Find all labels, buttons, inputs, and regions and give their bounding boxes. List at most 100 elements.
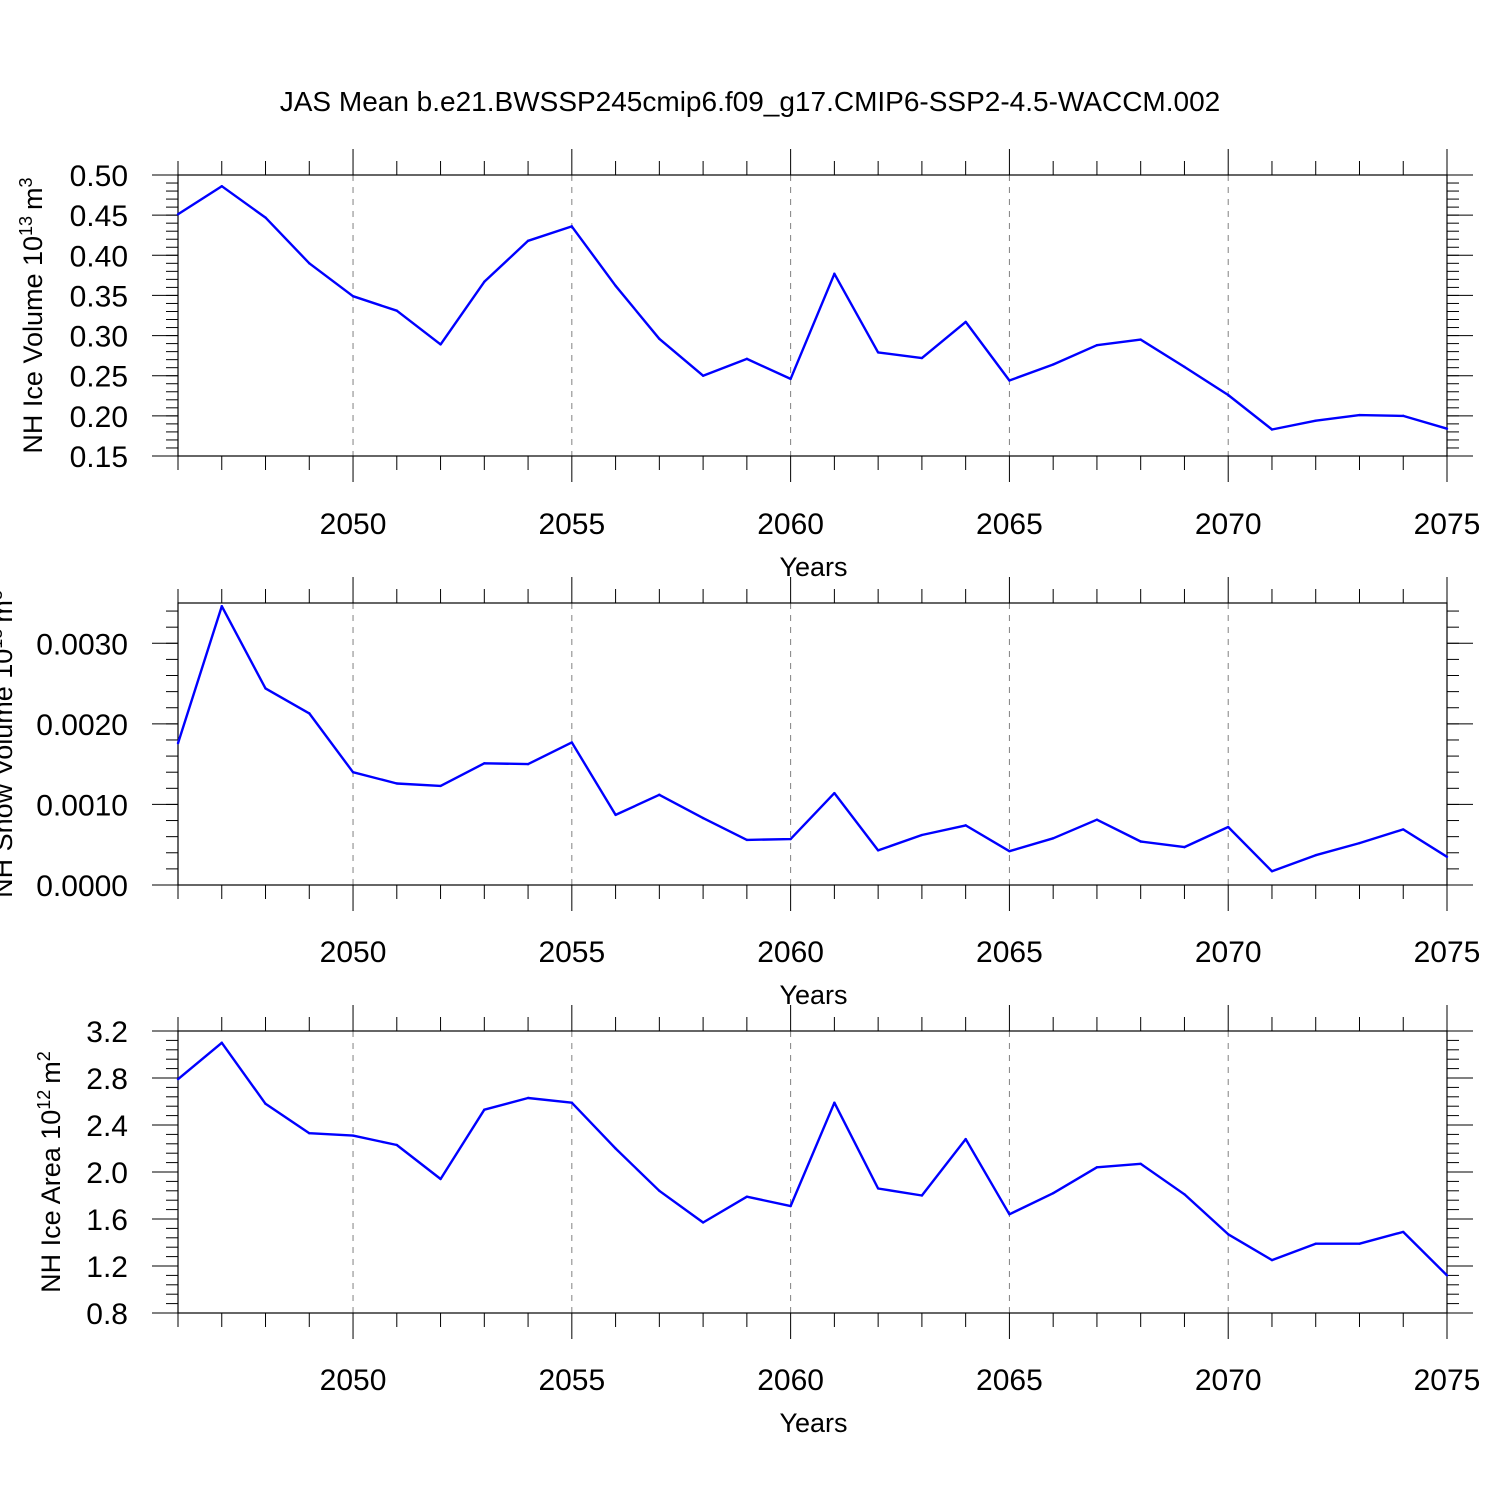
data-point bbox=[964, 320, 967, 324]
y-axis-title-exponent: 12 bbox=[34, 1090, 54, 1110]
data-point bbox=[876, 849, 880, 852]
data-point bbox=[1314, 419, 1317, 422]
data-point bbox=[1183, 1193, 1186, 1196]
x-axis-title: Years bbox=[779, 552, 847, 582]
x-tick-label: 2075 bbox=[1414, 1364, 1481, 1397]
panel-ice-volume: 2050 2055 2060 2065 2070 2075 Years 0.15 0.20 0.2… bbox=[16, 149, 1480, 582]
y-axis-title-text: NH Snow Volume 10 bbox=[0, 649, 18, 898]
data-point bbox=[439, 1177, 442, 1181]
y-tick-label: 0.25 bbox=[70, 361, 128, 394]
data-point bbox=[876, 1187, 880, 1190]
y-axis-title-unit: m bbox=[0, 600, 18, 623]
data-point bbox=[1314, 1242, 1317, 1245]
data-point bbox=[964, 1137, 967, 1141]
y-axis-title-unit-exponent: 3 bbox=[0, 590, 6, 600]
x-tick-label: 2070 bbox=[1195, 1364, 1262, 1397]
data-point bbox=[1270, 870, 1274, 873]
x-tick-label: 2070 bbox=[1195, 508, 1262, 541]
data-point bbox=[1008, 849, 1011, 853]
x-tick-label: 2075 bbox=[1414, 508, 1481, 541]
data-point bbox=[351, 1134, 355, 1137]
y-tick-label: 0.0000 bbox=[36, 870, 128, 903]
data-point bbox=[658, 793, 661, 796]
data-point bbox=[789, 377, 792, 381]
x-tick-label: 2075 bbox=[1414, 936, 1481, 969]
y-tick-label: 0.30 bbox=[70, 321, 128, 354]
data-point bbox=[1095, 1166, 1099, 1169]
data-point bbox=[920, 356, 924, 360]
data-point bbox=[920, 833, 924, 837]
y-tick-label: 0.0030 bbox=[36, 628, 128, 661]
data-point bbox=[614, 284, 617, 287]
y-tick-label: 0.40 bbox=[70, 240, 128, 273]
data-point bbox=[1270, 428, 1274, 431]
data-point bbox=[570, 1101, 574, 1104]
data-point bbox=[701, 1221, 705, 1224]
data-point bbox=[1445, 427, 1449, 430]
data-point bbox=[658, 1189, 661, 1193]
data-point bbox=[1227, 1233, 1230, 1236]
data-point bbox=[789, 837, 792, 841]
y-tick-label: 1.2 bbox=[86, 1251, 128, 1284]
x-tick-label: 2060 bbox=[757, 508, 824, 541]
data-point bbox=[1358, 841, 1361, 845]
data-point bbox=[1183, 365, 1186, 369]
data-point bbox=[1314, 853, 1317, 857]
series-line-snow-volume bbox=[176, 605, 1448, 873]
data-point bbox=[1008, 379, 1011, 382]
y-tick-label: 0.8 bbox=[86, 1298, 128, 1331]
data-point bbox=[1445, 855, 1449, 858]
y-axis-title: NH Ice Volume 1013 m3 bbox=[16, 177, 48, 453]
data-point bbox=[395, 1143, 398, 1147]
data-point bbox=[1183, 845, 1186, 849]
data-point bbox=[920, 1194, 924, 1197]
data-point bbox=[833, 1101, 836, 1104]
data-point bbox=[176, 1077, 180, 1081]
x-tick-label: 2050 bbox=[320, 508, 387, 541]
y-axis-title-text: NH Ice Area 10 bbox=[36, 1110, 66, 1293]
data-point bbox=[526, 239, 530, 243]
data-point bbox=[526, 1096, 530, 1100]
data-point bbox=[351, 295, 355, 298]
data-point bbox=[220, 185, 223, 188]
y-axis-title-unit: m bbox=[36, 1061, 66, 1084]
y-tick-label: 0.0010 bbox=[36, 789, 128, 822]
data-point bbox=[1095, 818, 1099, 821]
data-point bbox=[1227, 393, 1230, 397]
data-point bbox=[1139, 840, 1142, 843]
y-tick-label: 2.8 bbox=[86, 1063, 128, 1096]
data-point bbox=[308, 1132, 311, 1135]
y-axis-title-unit-exponent: 3 bbox=[16, 177, 36, 187]
x-tick-label: 2070 bbox=[1195, 936, 1262, 969]
data-point bbox=[1051, 1191, 1055, 1195]
data-point bbox=[308, 712, 311, 715]
y-axis-title-exponent: 13 bbox=[0, 629, 6, 649]
data-point bbox=[395, 309, 398, 312]
data-point bbox=[1051, 837, 1055, 840]
y-tick-label: 0.50 bbox=[70, 160, 128, 193]
x-axis-title: Years bbox=[779, 1408, 847, 1438]
y-tick-label: 1.6 bbox=[86, 1204, 128, 1237]
data-point bbox=[833, 272, 836, 275]
series-line-ice-volume bbox=[177, 184, 1448, 431]
y-axis-title: NH Snow Volume 1013 m3 bbox=[0, 590, 18, 898]
y-tick-label: 3.2 bbox=[86, 1016, 128, 1049]
data-point bbox=[483, 762, 486, 765]
data-point bbox=[395, 782, 398, 785]
data-point bbox=[701, 816, 705, 820]
data-point bbox=[1445, 1274, 1449, 1277]
y-tick-label: 2.0 bbox=[86, 1157, 128, 1190]
data-point bbox=[745, 1195, 749, 1198]
data-point bbox=[570, 225, 574, 228]
data-point bbox=[1051, 363, 1055, 366]
data-point bbox=[701, 374, 705, 377]
y-axis-title-unit: m bbox=[18, 187, 48, 210]
data-point bbox=[1402, 1230, 1405, 1234]
data-point bbox=[1139, 338, 1142, 341]
y-axis-title-unit-exponent: 2 bbox=[34, 1051, 54, 1061]
data-point bbox=[308, 262, 311, 265]
data-point bbox=[1270, 1258, 1274, 1262]
data-point bbox=[658, 337, 661, 340]
data-point bbox=[1358, 1242, 1361, 1245]
y-axis-title-exponent: 13 bbox=[16, 216, 36, 236]
